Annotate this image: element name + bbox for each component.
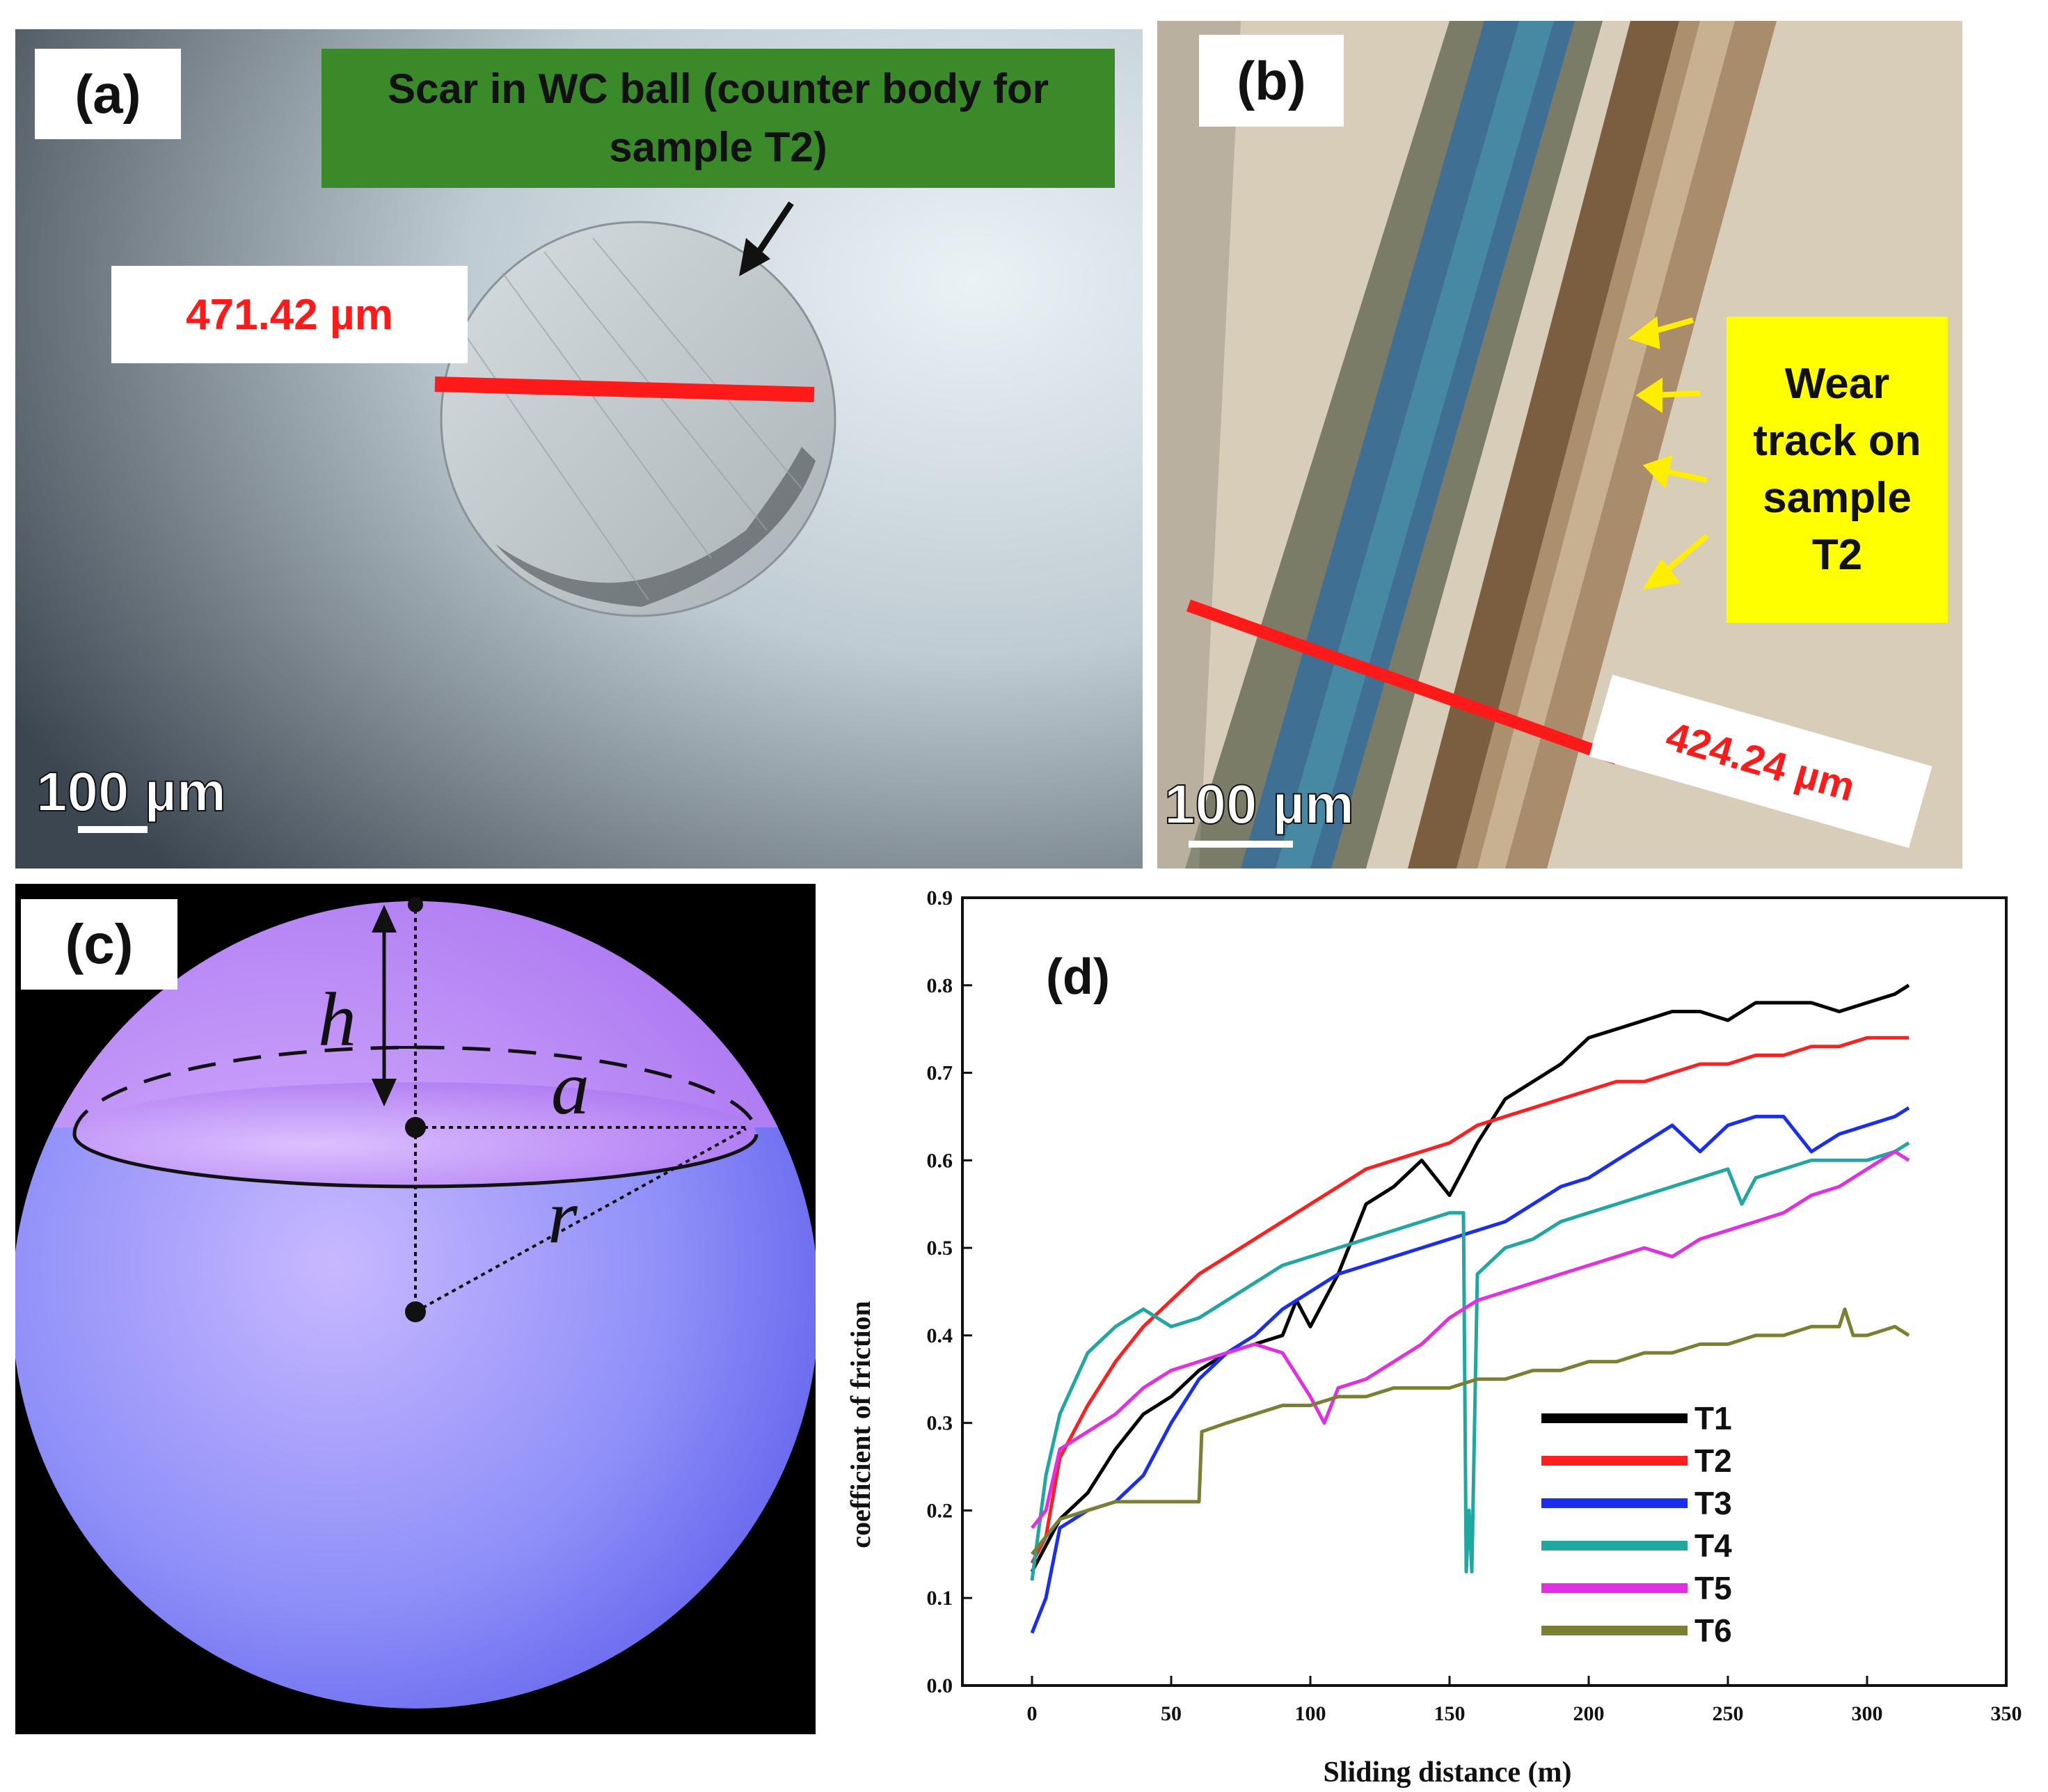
x-tick-label: 100 — [1295, 1702, 1326, 1725]
x-tick-label: 250 — [1713, 1702, 1744, 1725]
series-t5-line — [1031, 1150, 1910, 1530]
x-tick-label: 50 — [1161, 1702, 1182, 1725]
wear-scar — [440, 221, 836, 617]
var-r: r — [548, 1174, 578, 1259]
x-tick-label: 300 — [1852, 1702, 1883, 1725]
y-tick-label: 0.9 — [927, 887, 953, 910]
series-t1-line — [1030, 983, 1910, 1573]
scar-measurement-label: 471.42 µm — [111, 266, 468, 363]
plot-frame — [961, 896, 2008, 1687]
panel-a-label: (a) — [35, 49, 181, 139]
panel-c: h a r (c) — [15, 884, 816, 1734]
scale-bar-a: 100 µm — [35, 760, 227, 823]
wear-track-callout: Wear track on sample T2 — [1726, 317, 1948, 623]
legend-label-t3: T3 — [1694, 1485, 1732, 1521]
y-tick-label: 0.8 — [927, 974, 953, 997]
series-t4-line — [1030, 1141, 1910, 1581]
cof-chart: 0 50 100 150 200 250 300 350 0.0 0.1 0.2 0.3 0.4 0.5 0… — [845, 887, 2022, 1789]
legend-label-t6: T6 — [1694, 1612, 1732, 1649]
panel-b-label: (b) — [1199, 35, 1344, 127]
legend-label-t2: T2 — [1694, 1443, 1732, 1479]
x-tick-label: 350 — [1991, 1702, 2022, 1725]
scar-callout: Scar in WC ball (counter body for sample… — [322, 49, 1115, 188]
scar-measurement-line — [434, 376, 815, 402]
y-tick-label: 0.5 — [927, 1237, 953, 1260]
scale-bar-b: 100 µm — [1164, 772, 1355, 836]
legend-label-t5: T5 — [1694, 1570, 1732, 1606]
y-tick-label: 0.0 — [927, 1674, 953, 1697]
legend-label-t1: T1 — [1694, 1400, 1732, 1436]
y-tick-label: 0.4 — [927, 1324, 953, 1347]
x-tick-label: 150 — [1434, 1702, 1466, 1725]
panel-b: (b) Wear track on sample T2 424.24 µm 10… — [1157, 21, 1962, 869]
panel-a: (a) Scar in WC ball (counter body for sa… — [15, 29, 1143, 869]
y-tick-label: 0.6 — [927, 1149, 953, 1172]
x-tick-label: 200 — [1573, 1702, 1605, 1725]
y-tick-label: 0.1 — [927, 1587, 953, 1610]
panel-c-label: (c) — [21, 899, 177, 990]
yellow-arrows — [1628, 316, 1709, 590]
y-tick-label: 0.3 — [927, 1412, 953, 1435]
series-t2-line — [1030, 1036, 1909, 1564]
y-tick-label: 0.7 — [927, 1062, 953, 1085]
panel-d-label: (d) — [1046, 949, 1110, 1005]
x-tick-label: 0 — [1027, 1702, 1038, 1725]
legend-label-t4: T4 — [1694, 1528, 1732, 1564]
var-h: h — [318, 977, 356, 1062]
track-measurement-line — [1186, 599, 1619, 765]
y-axis-label: coefficient of friction — [845, 1301, 876, 1548]
y-tick-label: 0.2 — [927, 1499, 953, 1522]
spherical-cap-diagram: h a r — [15, 897, 816, 1708]
panel-d: 0 50 100 150 200 250 300 350 0.0 0.1 0.2 0.3 0.4 0.5 0… — [835, 884, 2048, 1792]
var-a: a — [551, 1045, 589, 1130]
wear-track-micrograph — [1157, 21, 1962, 869]
series-t6-line — [1031, 1307, 1910, 1555]
x-axis-label: Sliding distance (m) — [1323, 1757, 1571, 1789]
